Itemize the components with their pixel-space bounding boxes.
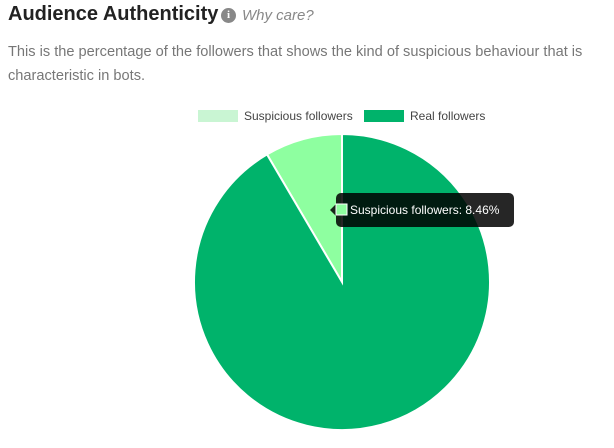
legend-swatch xyxy=(364,110,404,122)
tooltip: Suspicious followers: 8.46% xyxy=(330,193,514,227)
description: This is the percentage of the followers … xyxy=(8,44,583,84)
legend-label: Suspicious followers xyxy=(244,109,353,123)
legend-swatch xyxy=(198,110,238,122)
tooltip-swatch xyxy=(335,203,348,216)
help-link[interactable]: Why care? xyxy=(242,7,314,24)
tooltip-label: Suspicious followers: 8.46% xyxy=(350,203,500,217)
tooltip-box xyxy=(330,193,514,227)
legend-label: Real followers xyxy=(410,109,485,123)
info-icon[interactable]: i xyxy=(221,8,236,23)
pie-slice xyxy=(193,132,491,431)
section-title: Audience Authenticity xyxy=(8,3,219,25)
